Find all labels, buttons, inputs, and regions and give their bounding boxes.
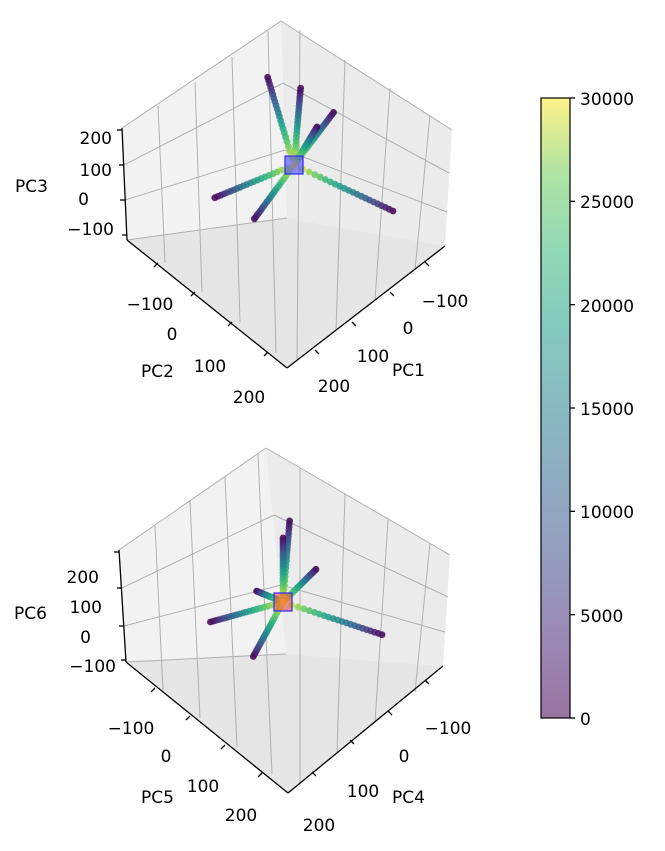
axis-tick-mark xyxy=(351,321,357,327)
center-marker xyxy=(273,592,293,612)
data-point xyxy=(278,166,286,174)
axis-tick-mark xyxy=(389,291,395,297)
y-tick-label: 100 xyxy=(187,777,219,797)
axis-tick-mark xyxy=(263,351,269,357)
data-point xyxy=(305,168,313,176)
x-tick-label: 200 xyxy=(303,816,335,836)
z-tick-label: 100 xyxy=(80,161,112,181)
x-tick-labels: −100 0 100 200 xyxy=(303,719,472,836)
pane-floor xyxy=(127,218,445,368)
axis-tick-mark xyxy=(227,321,233,327)
y-tick-label: −100 xyxy=(108,719,155,739)
z-tick-label: −100 xyxy=(67,220,114,240)
x-tick-label: 200 xyxy=(318,377,350,397)
axis-tick-mark xyxy=(424,261,430,267)
colorbar-tick-label: 20000 xyxy=(580,297,634,317)
y-axis-label: PC5 xyxy=(141,788,174,808)
axis-tick-mark xyxy=(349,739,355,745)
x-tick-label: −100 xyxy=(422,292,469,312)
axis-tick-mark xyxy=(314,349,320,355)
y-tick-label: 200 xyxy=(233,388,265,408)
colorbar-tick-label: 10000 xyxy=(580,503,634,523)
panel-pc123: 200 100 0 −100 PC3 −100 0 100 200 PC2 −1… xyxy=(15,20,469,408)
y-axis-label: PC2 xyxy=(141,362,174,382)
data-point xyxy=(311,171,319,179)
y-tick-labels: −100 0 100 200 xyxy=(108,719,258,826)
colorbar-tick-label: 5000 xyxy=(580,607,623,627)
axis-tick-mark xyxy=(153,262,159,268)
pane-left xyxy=(119,448,286,662)
axis-tick-mark xyxy=(257,772,263,778)
x-axis-label: PC1 xyxy=(392,361,425,381)
axis-tick-mark xyxy=(220,744,226,750)
y-tick-labels: −100 0 100 200 xyxy=(127,295,266,408)
tick-marks xyxy=(114,551,430,778)
x-tick-label: 0 xyxy=(399,747,410,767)
x-tick-label: 0 xyxy=(403,319,414,339)
y-tick-label: −100 xyxy=(127,295,174,315)
axis-tick-mark xyxy=(190,291,196,297)
tick-marks xyxy=(117,129,430,357)
y-tick-label: 0 xyxy=(161,747,172,767)
z-tick-labels: 200 100 0 −100 xyxy=(67,568,116,677)
x-tick-label: 100 xyxy=(357,347,389,367)
axis-tick-mark xyxy=(311,771,317,777)
axis-edges xyxy=(121,127,446,369)
x-tick-labels: −100 0 100 200 xyxy=(318,292,469,397)
colorbar-tick-label: 15000 xyxy=(580,400,634,420)
colorbar-tick-label: 25000 xyxy=(580,193,634,213)
colorbar-tick-label: 30000 xyxy=(580,90,634,110)
x-axis-label: PC4 xyxy=(392,788,425,808)
z-tick-labels: 200 100 0 −100 xyxy=(67,129,114,240)
data-point xyxy=(316,173,324,181)
colorbar: 30000 25000 20000 15000 10000 5000 0 xyxy=(540,90,634,730)
z-tick-label: −100 xyxy=(69,657,116,677)
axis-tick-mark xyxy=(150,687,156,693)
data-point xyxy=(300,605,308,613)
z-tick-label: 200 xyxy=(67,568,99,588)
z-tick-label: 0 xyxy=(78,190,89,210)
data-point xyxy=(285,143,292,150)
colorbar-ticks xyxy=(570,97,575,719)
axis-tick-mark xyxy=(185,715,191,721)
data-point xyxy=(294,603,302,611)
x-tick-label: −100 xyxy=(425,719,472,739)
z-tick-label: 0 xyxy=(80,628,91,648)
panel-pc456: 200 100 0 −100 PC6 −100 0 100 200 PC5 −1… xyxy=(14,447,472,836)
colorbar-tick-label: 0 xyxy=(580,710,591,730)
pane-right xyxy=(281,21,452,246)
pane-right xyxy=(266,448,450,666)
center-marker xyxy=(284,155,304,175)
data-points xyxy=(211,73,397,223)
y-tick-label: 100 xyxy=(194,357,226,377)
axis-tick-mark xyxy=(424,679,430,685)
z-tick-label: 100 xyxy=(70,598,102,618)
z-tick-label: 200 xyxy=(80,129,112,149)
y-tick-label: 0 xyxy=(167,325,178,345)
colorbar-tick-labels: 30000 25000 20000 15000 10000 5000 0 xyxy=(580,90,634,730)
y-tick-label: 200 xyxy=(225,806,257,826)
x-tick-label: 100 xyxy=(347,782,379,802)
colorbar-fill xyxy=(541,98,570,718)
axis-tick-mark xyxy=(387,710,393,716)
axis-edges xyxy=(118,549,444,794)
data-points xyxy=(207,517,386,660)
data-point xyxy=(286,148,294,156)
data-point xyxy=(311,609,318,616)
pane-floor xyxy=(126,654,443,793)
z-axis-label: PC3 xyxy=(15,177,48,197)
z-axis-label: PC6 xyxy=(14,604,47,624)
data-point xyxy=(305,607,313,615)
data-point xyxy=(322,176,329,184)
